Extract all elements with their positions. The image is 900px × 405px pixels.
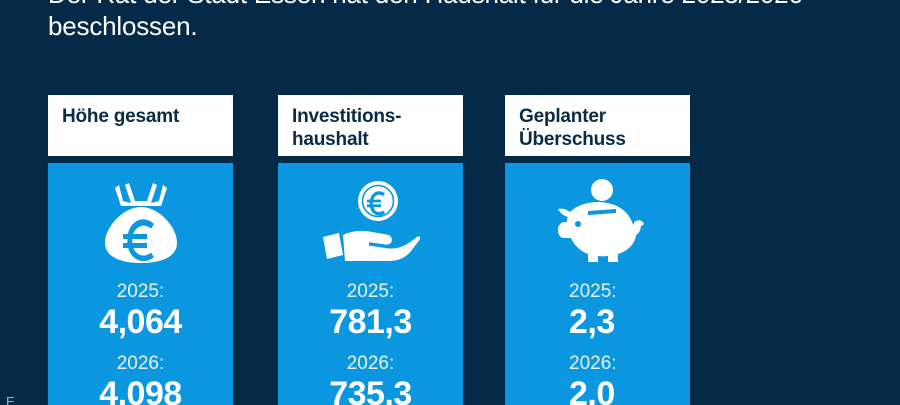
stat-block: 2025: 781,3 <box>278 281 463 341</box>
card-stats: 2025: 4,064 2026: 4,098 <box>48 267 233 405</box>
stat-value: 4,064 <box>99 303 182 341</box>
money-bag-euro-icon <box>99 177 183 267</box>
stat-year: 2025: <box>116 281 165 302</box>
card-header: Geplanter Überschuss <box>505 95 690 156</box>
stat-value: 781,3 <box>329 303 412 341</box>
page-title: Der Rat der Stadt Essen hat den Haushalt… <box>48 0 803 41</box>
stat-block: 2026: 2,0 <box>569 353 690 405</box>
stat-value: 735,3 <box>329 375 412 405</box>
piggy-bank-icon <box>550 177 646 267</box>
stat-block: 2025: 2,3 <box>569 281 690 341</box>
card-title: Höhe gesamt <box>62 106 180 127</box>
card-stats: 2025: 2,3 2026: 2,0 <box>505 267 690 405</box>
card-body: 2025: 4,064 2026: 4,098 <box>48 163 233 405</box>
card-body: 2025: 2,3 2026: 2,0 <box>505 163 690 405</box>
stat-value: 4,098 <box>99 375 182 405</box>
stat-value: 2,0 <box>569 375 615 405</box>
card-header: Höhe gesamt <box>48 95 233 156</box>
stat-block: 2025: 4,064 <box>48 281 233 341</box>
stat-value: 2,3 <box>569 303 615 341</box>
stat-card-investitionshaushalt: Investitions- haushalt 2025: 781,3 2026 <box>278 95 463 405</box>
stat-year: 2025: <box>569 281 617 302</box>
stat-year: 2026: <box>116 353 165 374</box>
hand-holding-euro-coin-icon <box>321 177 421 267</box>
stat-year: 2026: <box>346 353 395 374</box>
corner-mark: E <box>6 394 15 405</box>
card-body: 2025: 781,3 2026: 735,3 <box>278 163 463 405</box>
card-header: Investitions- haushalt <box>278 95 463 156</box>
stat-card-geplanter-ueberschuss: Geplanter Überschuss 2025: 2,3 <box>505 95 690 405</box>
stat-block: 2026: 735,3 <box>278 353 463 405</box>
stat-card-hoehe-gesamt: Höhe gesamt 2025: 4,064 2026: 4,098 <box>48 95 233 405</box>
stat-year: 2025: <box>346 281 395 302</box>
card-title: Investitions- haushalt <box>292 106 402 150</box>
card-title: Geplanter Überschuss <box>519 106 626 150</box>
stat-year: 2026: <box>569 353 617 374</box>
card-stats: 2025: 781,3 2026: 735,3 <box>278 267 463 405</box>
stat-block: 2026: 4,098 <box>48 353 233 405</box>
